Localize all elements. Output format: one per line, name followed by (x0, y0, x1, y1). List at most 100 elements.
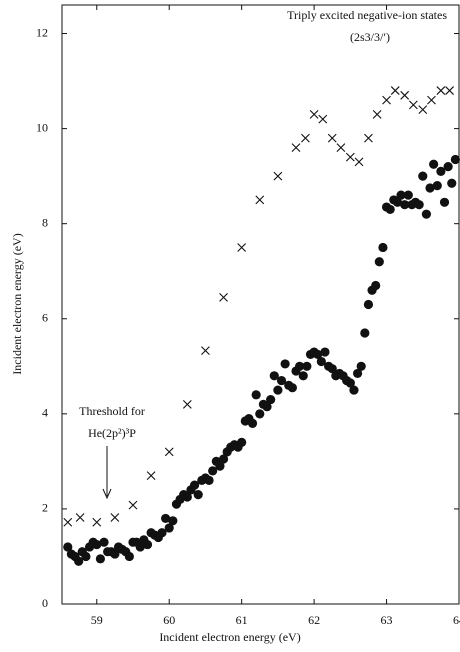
annotation: Threshold for (79, 404, 145, 418)
dot-point (95, 554, 105, 564)
annotation: He(2p²)³P (88, 426, 136, 440)
cross-point (75, 513, 85, 522)
dot-point (374, 257, 384, 267)
cross-point (445, 86, 454, 95)
cross-point (408, 100, 418, 110)
dot-point (262, 402, 272, 412)
x-axis-label: Incident electron energy (eV) (159, 630, 300, 644)
dot-point (432, 181, 442, 191)
dot-point (63, 542, 73, 552)
dot-point (378, 242, 388, 253)
dot-point (356, 361, 366, 371)
dot-point (345, 378, 355, 388)
dot-point (392, 197, 403, 207)
cross-point (364, 133, 373, 143)
dot-point (447, 178, 457, 188)
dot-point (255, 409, 265, 419)
cross-point (219, 292, 228, 302)
dot-point (363, 299, 374, 310)
dot-point (443, 162, 453, 172)
dot-point (320, 347, 330, 357)
cross-point (301, 133, 310, 143)
cross-point (418, 105, 428, 114)
dot-point (400, 200, 410, 210)
dot-point (396, 190, 406, 200)
dot-point (142, 539, 153, 550)
cross-point (345, 152, 355, 162)
dot-point (160, 513, 171, 524)
dot-point (269, 371, 279, 381)
dot-point (418, 171, 428, 181)
cross-point (327, 133, 337, 143)
cross-point (128, 500, 138, 510)
dot-point (266, 394, 276, 405)
cross-point (372, 109, 382, 119)
dot-point (436, 166, 446, 176)
dot-point (182, 492, 192, 502)
dot-point (425, 183, 435, 193)
dot-point (208, 466, 218, 476)
cross-point (291, 143, 301, 153)
dot-point (371, 280, 381, 291)
dot-point (360, 328, 370, 338)
cross-point (354, 157, 364, 167)
y-tick-label: 2 (42, 501, 48, 515)
y-tick-label: 0 (42, 596, 48, 610)
x-tick-label: 63 (381, 613, 393, 627)
cross-point (164, 447, 174, 457)
dot-point (74, 556, 84, 566)
dot-point (273, 385, 283, 395)
dot-point (313, 349, 323, 360)
cross-point (309, 109, 319, 119)
dot-point (189, 480, 200, 490)
dot-point (164, 523, 174, 533)
cross-point (201, 346, 210, 356)
y-tick-label: 6 (42, 311, 48, 325)
cross-point (382, 95, 391, 105)
dot-point (157, 528, 167, 538)
dot-point (237, 437, 247, 447)
cross-point (390, 86, 400, 95)
dot-point (247, 418, 258, 428)
dot-point (439, 197, 450, 207)
dot-point (385, 204, 395, 215)
plot-frame (61, 4, 460, 605)
x-tick-label: 61 (236, 613, 248, 627)
cross-point (318, 114, 328, 124)
dot-point (450, 154, 460, 165)
x-tick-label: 64 (453, 613, 460, 627)
dot-point (124, 551, 134, 562)
dot-point (316, 356, 326, 367)
cross-point (436, 86, 446, 95)
cross-point (255, 195, 265, 205)
dot-point (327, 364, 337, 374)
dot-point (421, 209, 431, 219)
cross-point (336, 143, 346, 153)
x-tick-label: 59 (91, 613, 103, 627)
dot-point (92, 539, 102, 550)
cross-point (110, 513, 120, 522)
dot-point (215, 461, 225, 471)
dot-point (295, 361, 305, 371)
dot-point (110, 549, 120, 559)
y-axis-label: Incident electron energy (eV) (10, 233, 24, 374)
cross-point (427, 95, 436, 105)
cross-point (182, 399, 192, 409)
dot-point (287, 383, 297, 393)
dot-point (168, 516, 178, 526)
dot-point (218, 454, 229, 464)
cross-point (63, 517, 73, 527)
dot-point (349, 385, 359, 395)
dot-point (135, 542, 145, 552)
dot-point (276, 375, 287, 386)
cross-point (92, 517, 102, 527)
dot-point (81, 551, 91, 562)
dot-point (352, 368, 363, 379)
y-tick-label: 10 (36, 120, 48, 134)
cross-point (146, 471, 156, 481)
cross-point (273, 171, 283, 181)
dot-point (204, 475, 214, 485)
dot-point (414, 200, 424, 210)
dot-point (298, 371, 308, 381)
